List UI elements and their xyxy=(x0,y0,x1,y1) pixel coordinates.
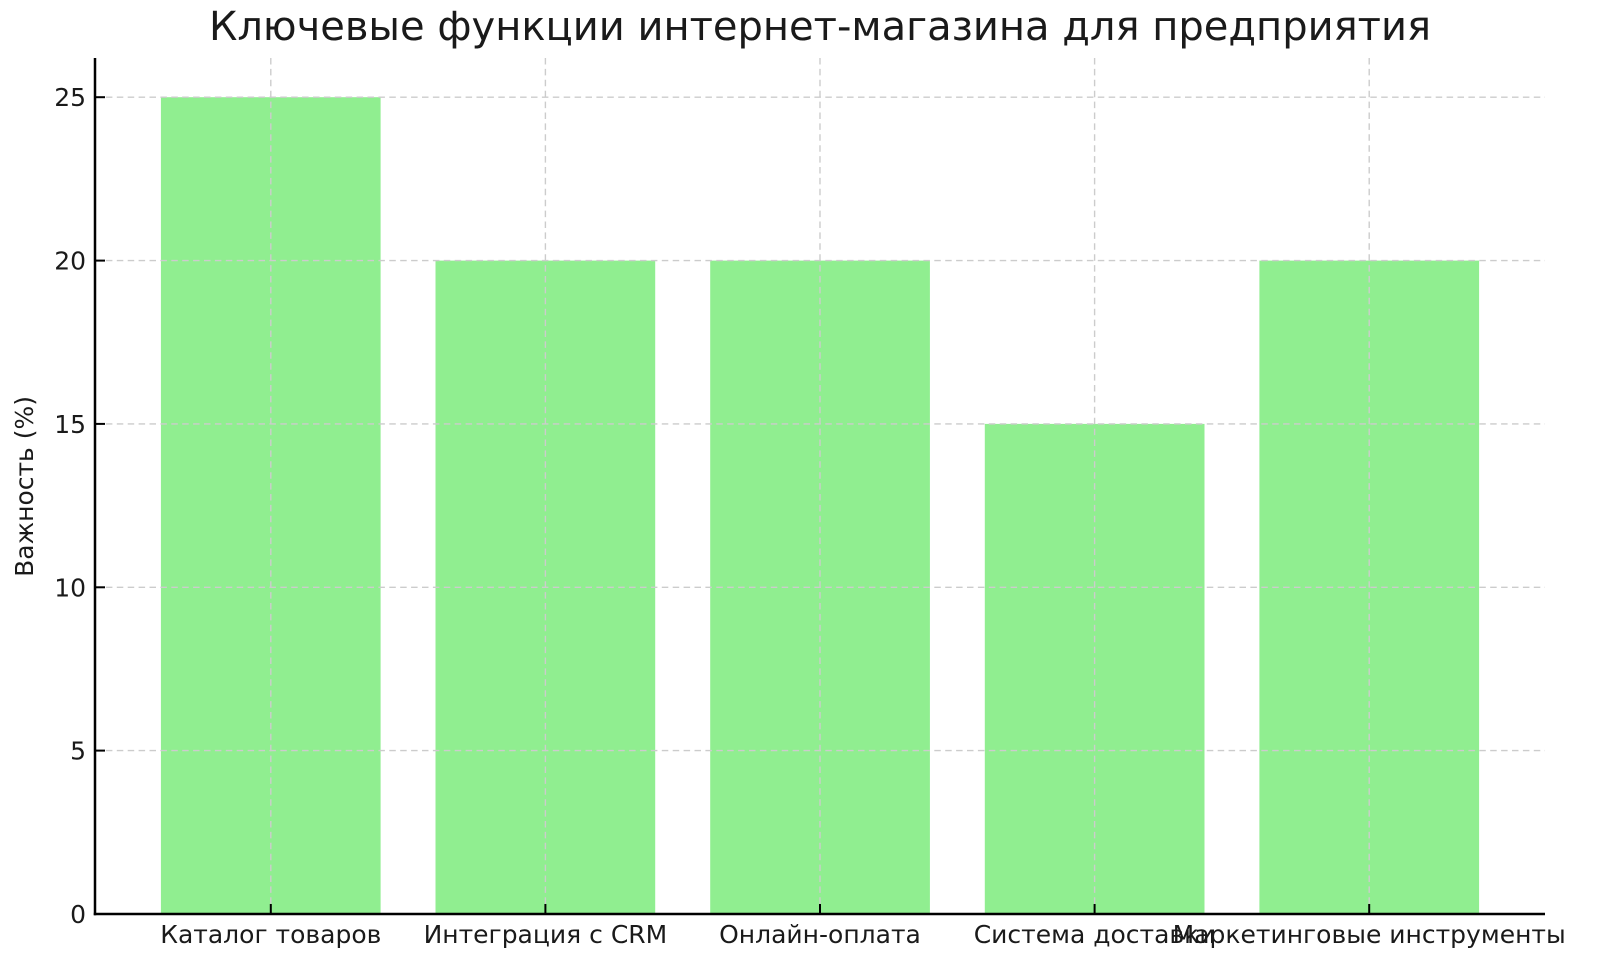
x-tick-label-2: Онлайн-оплата xyxy=(719,920,921,949)
y-tick-label-0: 0 xyxy=(70,900,86,929)
y-tick-label-25: 25 xyxy=(54,83,86,112)
y-tick-label-5: 5 xyxy=(70,737,86,766)
y-tick-label-15: 15 xyxy=(54,410,86,439)
x-tick-label-1: Интеграция с CRM xyxy=(424,920,668,949)
x-tick-label-3: Система доставки xyxy=(974,920,1216,949)
y-tick-label-10: 10 xyxy=(54,573,86,602)
chart-title: Ключевые функции интернет-магазина для п… xyxy=(208,4,1432,50)
y-tick-label-20: 20 xyxy=(54,247,86,276)
x-tick-label-0: Каталог товаров xyxy=(160,920,381,949)
x-tick-label-4: Маркетинговые инструменты xyxy=(1173,920,1566,949)
